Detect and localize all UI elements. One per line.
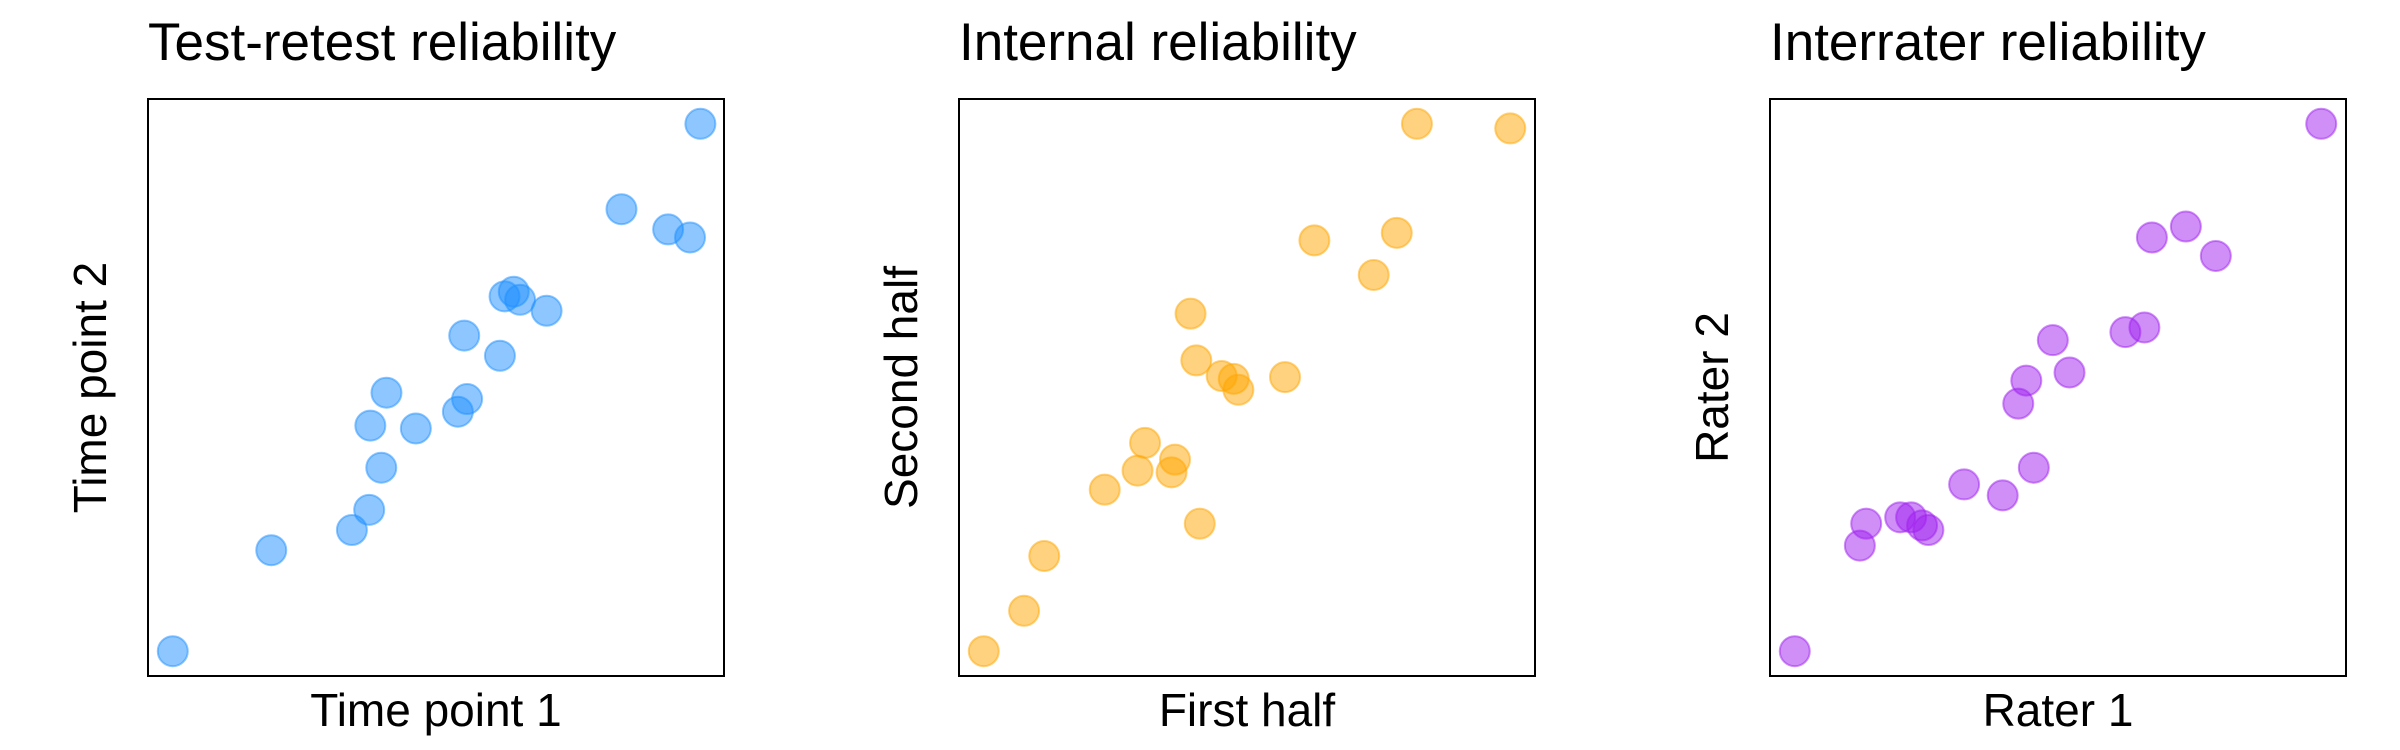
point xyxy=(1380,216,1413,249)
point xyxy=(2169,210,2202,243)
point xyxy=(365,451,398,484)
point xyxy=(674,221,707,254)
point xyxy=(2305,107,2338,140)
point xyxy=(335,514,368,547)
plot-frame xyxy=(958,98,1536,677)
point xyxy=(1400,107,1433,140)
point xyxy=(353,493,386,526)
chart-title: Test-retest reliability xyxy=(148,13,617,72)
point xyxy=(2053,356,2086,389)
point xyxy=(530,294,563,327)
point xyxy=(451,383,484,416)
plot-frame xyxy=(1769,98,2347,677)
point xyxy=(504,283,537,316)
point xyxy=(2135,221,2168,254)
point xyxy=(1986,479,2019,512)
plot-frame xyxy=(147,98,725,677)
chart-title: Internal reliability xyxy=(959,13,1357,72)
point xyxy=(448,319,481,352)
y-axis-label: Time point 2 xyxy=(64,262,116,513)
point xyxy=(354,409,387,442)
point xyxy=(483,339,516,372)
point xyxy=(2010,364,2043,397)
point xyxy=(1269,361,1302,394)
chart-title: Interrater reliability xyxy=(1770,13,2206,72)
point xyxy=(1183,507,1216,540)
point xyxy=(156,635,189,668)
point xyxy=(1174,297,1207,330)
point xyxy=(1028,539,1061,572)
point xyxy=(1778,635,1811,668)
point xyxy=(967,635,1000,668)
point xyxy=(1912,514,1945,547)
point xyxy=(255,534,288,567)
point xyxy=(1159,443,1191,476)
point xyxy=(2199,239,2232,272)
point xyxy=(2017,451,2050,484)
point xyxy=(1222,373,1255,406)
point xyxy=(2036,324,2069,357)
scatter-panel: Interrater reliability Rater 1 Rater 2 xyxy=(1686,13,2347,736)
x-axis-label: Rater 1 xyxy=(1983,684,2134,736)
point xyxy=(684,107,717,140)
scatter-panel: Internal reliability First half Second hal… xyxy=(875,13,1536,736)
point xyxy=(370,376,403,409)
point xyxy=(1494,112,1527,145)
point xyxy=(2128,311,2161,344)
point xyxy=(1850,507,1883,540)
point xyxy=(1948,468,1981,501)
point xyxy=(1129,426,1162,459)
point xyxy=(1088,473,1121,506)
scatter-panel: Test-retest reliability Time point 1 Time … xyxy=(64,13,725,736)
point xyxy=(1357,258,1390,291)
point xyxy=(1008,594,1041,627)
x-axis-label: Time point 1 xyxy=(310,684,561,736)
point xyxy=(1298,224,1331,257)
point xyxy=(1180,344,1213,377)
x-axis-label: First half xyxy=(1159,684,1336,736)
y-axis-label: Rater 2 xyxy=(1686,312,1738,463)
point xyxy=(399,412,432,445)
point xyxy=(605,193,638,226)
y-axis-label: Second half xyxy=(875,266,927,509)
point xyxy=(1121,454,1154,487)
